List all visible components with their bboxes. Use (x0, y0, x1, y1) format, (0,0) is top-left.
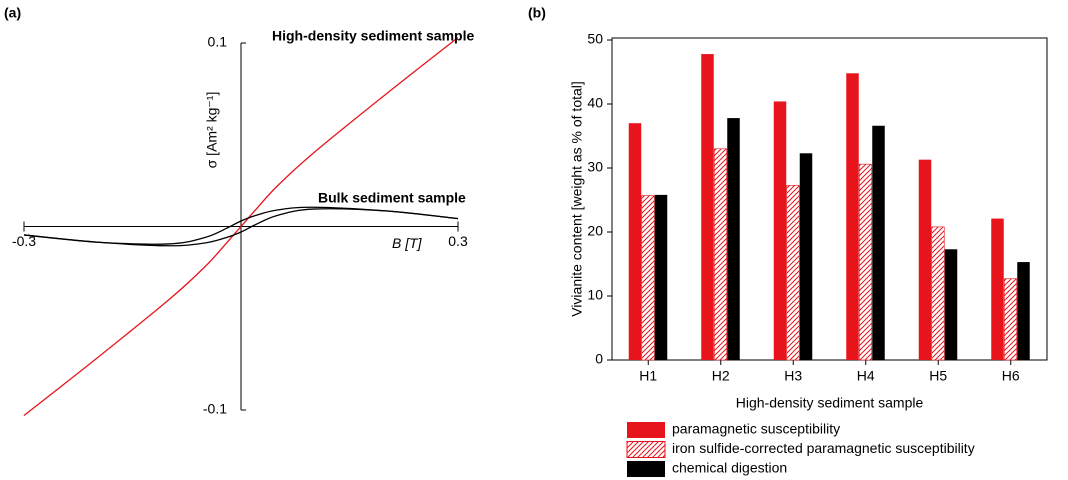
bar (846, 73, 859, 360)
x-tick-label: H5 (929, 368, 947, 384)
legend-label: chemical digestion (672, 460, 787, 476)
bar (1017, 262, 1030, 360)
x-tick-label: H3 (784, 368, 802, 384)
x-tick-label: 0.3 (448, 233, 468, 249)
x-axis-label: High-density sediment sample (736, 395, 924, 411)
y-axis-label: σ [Am² kg⁻¹] (204, 92, 220, 169)
curve (23, 208, 459, 247)
curve-label: Bulk sediment sample (318, 190, 466, 206)
bar (773, 101, 787, 360)
bar (931, 226, 945, 361)
bar (991, 218, 1004, 360)
y-tick-label: -0.1 (203, 401, 227, 417)
plot-frame (611, 37, 1048, 361)
x-tick-label: H1 (639, 368, 657, 384)
bar (713, 148, 728, 361)
legend-label: iron sulfide-corrected paramagnetic susc… (672, 440, 975, 456)
panel-label: (b) (528, 5, 546, 21)
x-tick-label: -0.3 (12, 233, 36, 249)
bar (727, 118, 740, 360)
bar (654, 194, 668, 360)
legend-swatch (627, 461, 665, 477)
legend-swatch (627, 422, 665, 438)
bar (786, 184, 800, 361)
bar (858, 163, 873, 361)
y-tick-label: 0.1 (208, 34, 228, 50)
x-tick-label: H6 (1002, 368, 1020, 384)
bar (944, 249, 958, 360)
curve (23, 36, 459, 417)
panel-label: (a) (4, 5, 21, 21)
bar (628, 123, 642, 360)
y-tick-label: 50 (587, 31, 603, 47)
y-tick-label: 10 (587, 287, 603, 303)
legend-label: paramagnetic susceptibility (672, 421, 840, 437)
y-tick-label: 20 (587, 223, 603, 239)
bar (1003, 278, 1018, 361)
legend-swatch (626, 441, 666, 458)
x-tick-label: H4 (857, 368, 875, 384)
x-axis-label: B [T] (392, 235, 423, 251)
bar (701, 54, 714, 360)
y-axis-label: Vivianite content [weight as % of total] (569, 81, 585, 317)
y-tick-label: 30 (587, 159, 603, 175)
x-tick-label: H2 (712, 368, 730, 384)
y-tick-label: 0 (595, 351, 603, 367)
y-tick-label: 40 (587, 95, 603, 111)
bar (799, 153, 813, 360)
bar (641, 195, 655, 361)
curve-label: High-density sediment sample (272, 28, 474, 44)
bar (918, 159, 932, 360)
curve (23, 206, 459, 245)
bar (872, 125, 885, 360)
